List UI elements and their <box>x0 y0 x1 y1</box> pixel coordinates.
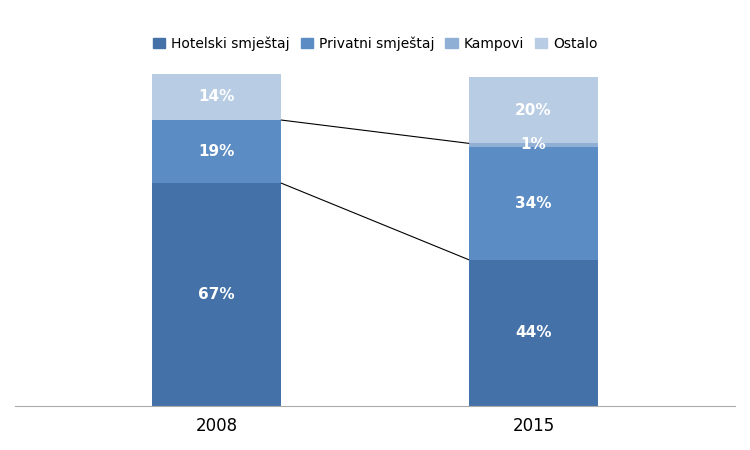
Bar <box>469 77 598 144</box>
Text: 1%: 1% <box>520 138 546 153</box>
Bar <box>152 183 281 406</box>
Text: 14%: 14% <box>199 89 235 104</box>
Bar <box>152 120 281 183</box>
Bar <box>469 144 598 147</box>
Text: 34%: 34% <box>515 196 552 211</box>
Bar <box>469 260 598 406</box>
Legend: Hotelski smještaj, Privatni smještaj, Kampovi, Ostalo: Hotelski smještaj, Privatni smještaj, Ka… <box>147 31 603 56</box>
Text: 19%: 19% <box>199 144 235 159</box>
Text: 44%: 44% <box>515 325 552 340</box>
Text: 20%: 20% <box>515 103 552 117</box>
Bar <box>469 147 598 260</box>
Bar <box>152 73 281 120</box>
Text: 67%: 67% <box>198 287 235 302</box>
